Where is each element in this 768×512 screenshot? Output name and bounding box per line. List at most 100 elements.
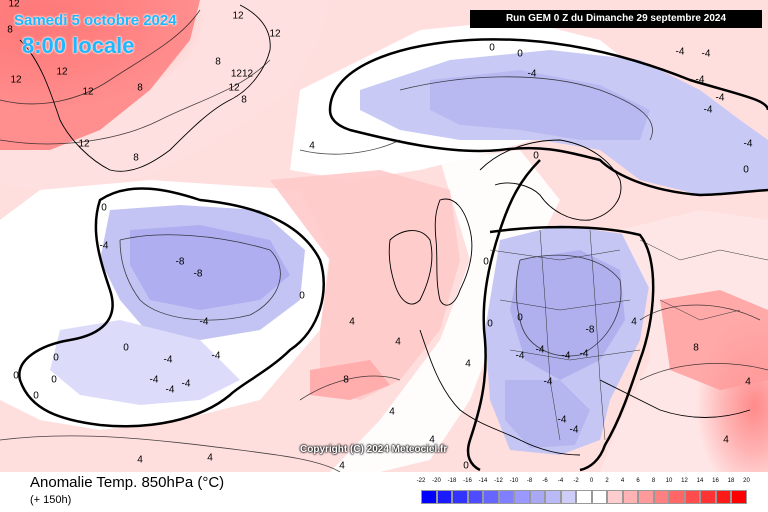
scale-label: 4 bbox=[620, 478, 625, 484]
contour-value-label: 0 bbox=[483, 257, 489, 268]
contour-value-label: 12 bbox=[269, 29, 281, 40]
contour-value-label: 0 bbox=[517, 49, 523, 60]
scale-label: -6 bbox=[542, 478, 548, 484]
contour-value-label: -4 bbox=[150, 375, 159, 386]
contour-value-label: -4 bbox=[516, 351, 525, 362]
scale-swatch bbox=[653, 490, 669, 504]
scale-label: -4 bbox=[557, 478, 564, 484]
contour-value-label: -4 bbox=[100, 241, 109, 252]
coast-britain bbox=[434, 198, 473, 306]
contour-value-label: 0 bbox=[489, 43, 495, 54]
contour-value-label: 0 bbox=[299, 291, 305, 302]
scale-label: 10 bbox=[665, 478, 673, 484]
contour-value-label: -4 bbox=[528, 69, 537, 80]
thin-isolines bbox=[0, 9, 768, 472]
contour-value-label: -4 bbox=[164, 355, 173, 366]
contour-value-label: 12 bbox=[78, 139, 90, 150]
scale-swatch bbox=[467, 490, 483, 504]
contour-value-label: 8 bbox=[215, 57, 221, 68]
zero-contour-scandinavia bbox=[328, 38, 768, 197]
contour-value-label: 0 bbox=[487, 319, 493, 330]
contour-value-label: 0 bbox=[51, 375, 57, 386]
scale-swatch bbox=[452, 490, 468, 504]
contour-value-label: 0 bbox=[33, 391, 39, 402]
scale-swatch bbox=[715, 490, 731, 504]
scale-label: -14 bbox=[478, 478, 488, 484]
scale-swatch bbox=[560, 490, 576, 504]
valid-time: 8:00 locale bbox=[22, 33, 135, 58]
coast-ireland bbox=[388, 230, 433, 305]
scale-label: 14 bbox=[696, 478, 704, 484]
contour-value-label: -4 bbox=[676, 47, 685, 58]
contour-value-label: 12 bbox=[10, 75, 22, 86]
contour-value-label: 4 bbox=[207, 453, 213, 464]
contour-value-label: 4 bbox=[429, 435, 435, 446]
contour-value-label: -4 bbox=[166, 385, 175, 396]
cold-core-atlantic bbox=[130, 225, 290, 310]
scale-swatch bbox=[498, 490, 514, 504]
contour-value-label: 4 bbox=[349, 317, 355, 328]
cold-core-balkans bbox=[505, 380, 590, 448]
contour-value-label: 4 bbox=[631, 317, 637, 328]
scale-swatch bbox=[731, 490, 747, 504]
coast-greenland bbox=[19, 4, 271, 172]
contour-value-label: -8 bbox=[194, 269, 203, 280]
contour-value-label: -4 bbox=[580, 349, 589, 360]
contour-value-label: -4 bbox=[716, 93, 725, 104]
scale-label: -2 bbox=[573, 478, 579, 484]
contour-value-label: 4 bbox=[465, 359, 471, 370]
scale-swatch bbox=[483, 490, 499, 504]
contour-value-label: -4 bbox=[200, 317, 209, 328]
scale-label: 8 bbox=[651, 478, 656, 484]
contour-value-label: 0 bbox=[743, 165, 749, 176]
coastlines bbox=[19, 4, 751, 456]
contour-value-label: 12 bbox=[82, 87, 94, 98]
contour-value-label: 4 bbox=[395, 337, 401, 348]
contour-value-label: -4 bbox=[212, 351, 221, 362]
scale-swatch bbox=[607, 490, 623, 504]
contour-value-label: 0 bbox=[533, 151, 539, 162]
contour-value-label: 8 bbox=[137, 83, 143, 94]
contour-value-label: 12 bbox=[232, 11, 244, 22]
contour-value-label: 0 bbox=[101, 203, 107, 214]
contour-value-label: -4 bbox=[544, 377, 553, 388]
scale-swatch bbox=[684, 490, 700, 504]
scale-swatch bbox=[421, 490, 437, 504]
scale-label: 0 bbox=[589, 478, 594, 484]
contour-value-label: 8 bbox=[693, 343, 699, 354]
scale-label: 16 bbox=[712, 478, 719, 484]
scale-swatch bbox=[638, 490, 654, 504]
contour-value-label: 4 bbox=[339, 461, 345, 472]
contour-value-label: -4 bbox=[182, 379, 191, 390]
zero-contour-atlantic bbox=[18, 187, 325, 428]
contour-value-label: 4 bbox=[745, 377, 751, 388]
warm-band-atlantic bbox=[270, 170, 460, 400]
contour-value-label: 8 bbox=[133, 153, 139, 164]
contour-value-label: 12 bbox=[56, 67, 68, 78]
scale-label: -22 bbox=[416, 478, 426, 484]
contour-value-label: 12 bbox=[228, 83, 240, 94]
contour-value-label: 0 bbox=[463, 461, 469, 472]
scale-label: -12 bbox=[494, 478, 503, 484]
scale-label: -8 bbox=[526, 478, 533, 484]
scale-swatch bbox=[436, 490, 452, 504]
contour-value-label: -4 bbox=[702, 49, 711, 60]
scale-label: -16 bbox=[463, 478, 472, 484]
contour-value-label: 0 bbox=[123, 343, 129, 354]
scale-swatch bbox=[622, 490, 638, 504]
contour-value-label: 0 bbox=[53, 353, 59, 364]
scale-label: -18 bbox=[447, 478, 457, 484]
contour-value-label: -4 bbox=[570, 425, 579, 436]
contour-value-label: -4 bbox=[704, 105, 713, 116]
contour-value-label: 8 bbox=[343, 375, 349, 386]
scale-label: 6 bbox=[636, 478, 640, 484]
warm-core-atlantic bbox=[310, 360, 390, 400]
copyright-notice: Copyright (C) 2024 Meteociel.fr bbox=[300, 444, 448, 455]
scale-swatch bbox=[545, 490, 561, 504]
contour-value-label: 4 bbox=[309, 141, 315, 152]
zero-contour-europe bbox=[466, 159, 655, 472]
coast-greece-turkey bbox=[599, 379, 751, 418]
